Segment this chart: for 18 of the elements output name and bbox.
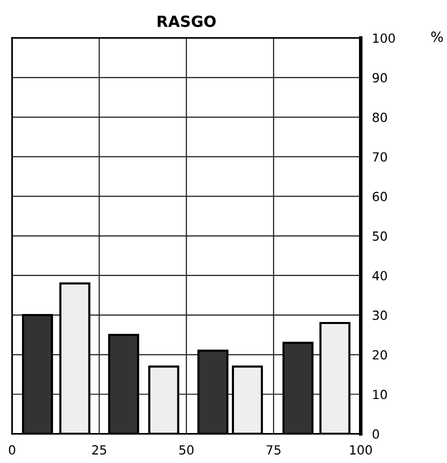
y-tick-label: 70 xyxy=(372,152,387,162)
chart-title: RASGO xyxy=(158,16,216,28)
y-tick-label: 100 xyxy=(373,33,395,43)
y-tick-label: 10 xyxy=(373,390,387,400)
x-tick-label: 0 xyxy=(8,445,16,455)
y-tick-label: 30 xyxy=(372,310,387,320)
y-tick-label: 50 xyxy=(372,231,387,241)
y-tick-label: 40 xyxy=(372,270,387,280)
y-axis-title: % xyxy=(431,31,443,42)
y-tick-label: 90 xyxy=(372,73,387,82)
x-tick-label: 50 xyxy=(179,445,194,455)
x-tick-label: 25 xyxy=(92,445,106,455)
x-tick-label: 100 xyxy=(350,445,372,455)
y-tick-label: 60 xyxy=(372,192,387,202)
y-tick-label: 80 xyxy=(372,112,387,122)
y-tick-label: 0 xyxy=(372,429,379,439)
x-tick-label: 75 xyxy=(266,445,280,455)
y-tick-label: 20 xyxy=(372,350,387,360)
